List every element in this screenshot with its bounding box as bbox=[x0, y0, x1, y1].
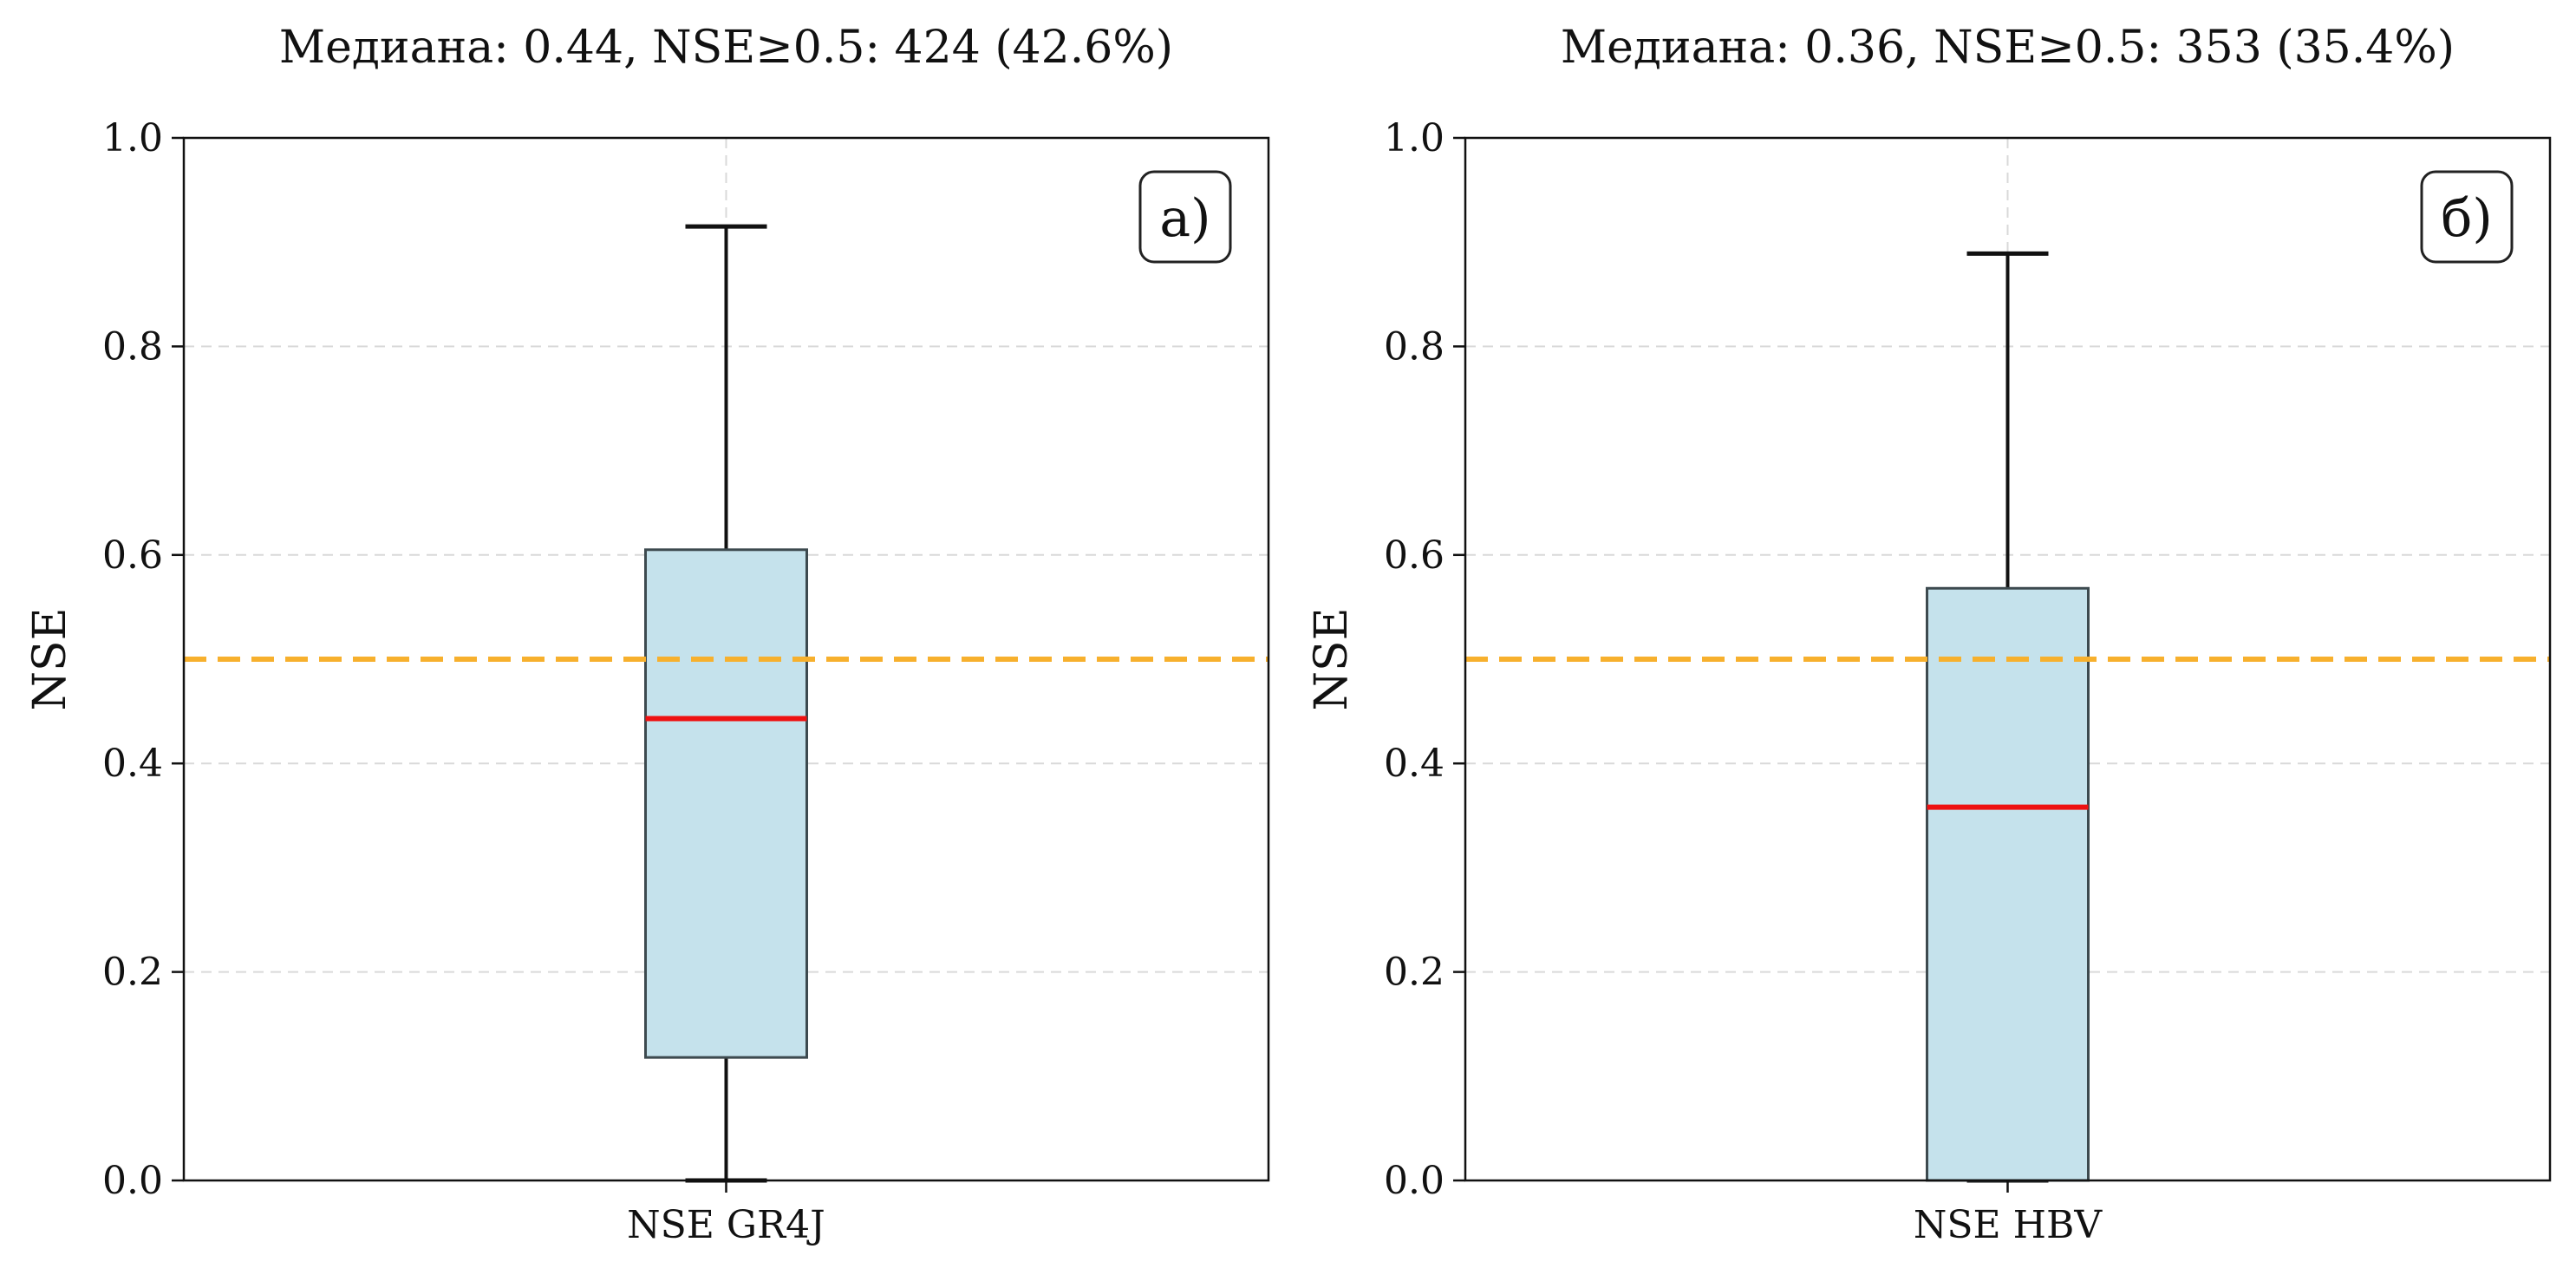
y-tick-label: 0.6 bbox=[102, 533, 163, 578]
y-tick-label: 0.2 bbox=[1384, 951, 1445, 995]
chart-title: Медиана: 0.44, NSE≥0.5: 424 (42.6%) bbox=[279, 22, 1173, 74]
x-tick-label: NSE GR4J bbox=[627, 1203, 825, 1247]
y-tick-label: 1.0 bbox=[1384, 116, 1445, 160]
chart-panel-2: 0.0 0.2 0.4 0.6 0.8 1.0 NSE HBV Медиана: 0.36, … bbox=[1306, 22, 2552, 1247]
y-axis-label: NSE bbox=[24, 607, 76, 710]
y-tick-label: 0.4 bbox=[102, 742, 163, 786]
y-tick-label: 0.2 bbox=[102, 951, 163, 995]
y-tick-label: 0.8 bbox=[102, 324, 163, 369]
iqr-box bbox=[644, 548, 808, 1059]
chart-panel-1: 0.0 0.2 0.4 0.6 0.8 1.0 NSE GR4J Медиана: 0.44,… bbox=[24, 22, 1270, 1247]
y-tick-label: 0.6 bbox=[1384, 533, 1445, 578]
panel-label-box bbox=[2420, 170, 2514, 264]
y-tick-label: 1.0 bbox=[102, 116, 163, 160]
panel-label: б) bbox=[2441, 188, 2493, 249]
panel-label-box bbox=[1138, 170, 1232, 264]
y-tick-label: 0.8 bbox=[1384, 324, 1445, 369]
chart-title: Медиана: 0.36, NSE≥0.5: 353 (35.4%) bbox=[1561, 22, 2455, 74]
x-tick-label: NSE HBV bbox=[1914, 1203, 2103, 1247]
y-tick-label: 0.0 bbox=[102, 1159, 163, 1203]
y-tick-label: 0.0 bbox=[1384, 1159, 1445, 1203]
panel-label: а) bbox=[1159, 188, 1210, 249]
iqr-box bbox=[1926, 586, 2090, 1182]
y-tick-label: 0.4 bbox=[1384, 742, 1445, 786]
y-axis-label: NSE bbox=[1306, 607, 1358, 710]
